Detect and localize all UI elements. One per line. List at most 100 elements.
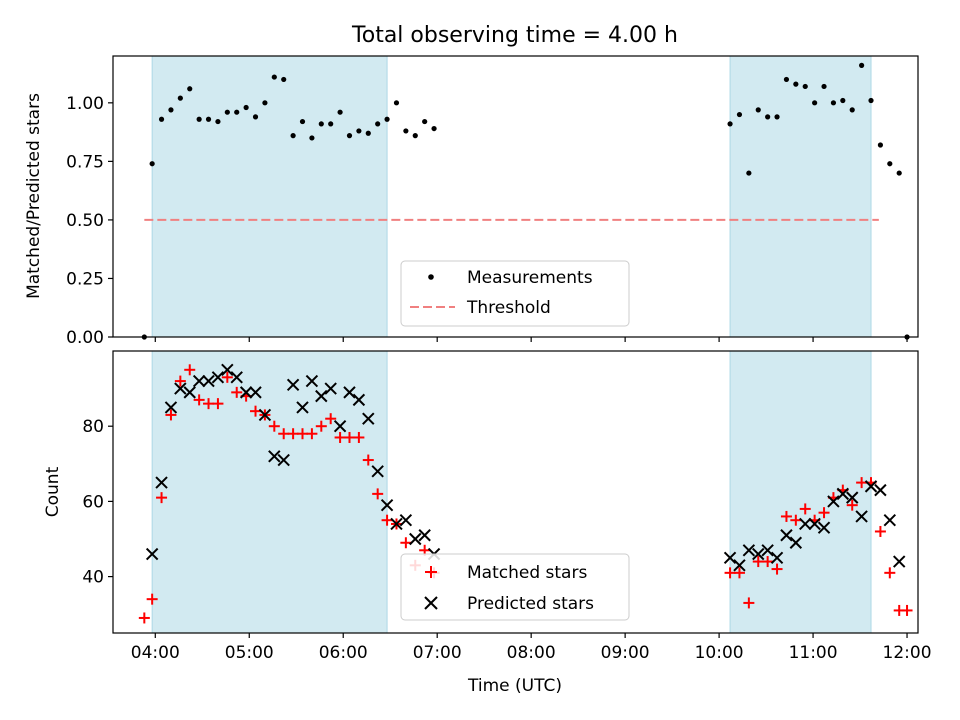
matched-star-point: [268, 420, 280, 432]
measurement-point: [793, 81, 799, 87]
predicted-star-point: [268, 450, 281, 463]
measurement-point: [328, 121, 334, 127]
measurement-point: [896, 170, 902, 176]
shaded-interval: [729, 55, 872, 338]
predicted-star-point: [723, 551, 737, 565]
predicted-star-point: [390, 517, 403, 531]
matched-star-point: [780, 510, 792, 522]
matched-star-point: [733, 567, 745, 579]
predicted-star-point: [164, 401, 178, 414]
matched-star-point: [231, 386, 243, 398]
predicted-star-point: [883, 513, 897, 527]
top-legend-box: [400, 260, 630, 327]
x-stroke: [874, 483, 887, 497]
measurement-point: [887, 161, 893, 167]
matched-star-point: [362, 454, 374, 466]
measurement-point: [375, 121, 381, 127]
legend-threshold-label: Threshold: [466, 298, 551, 318]
x-stroke: [239, 386, 253, 399]
predicted-star-point: [249, 386, 262, 399]
x-stroke: [836, 487, 850, 501]
legend-measurements-label: Measurements: [467, 268, 593, 288]
measurement-point: [187, 86, 193, 92]
x-stroke: [817, 521, 831, 534]
measurement-point: [158, 116, 165, 122]
x-stroke: [202, 374, 215, 388]
x-stroke: [230, 371, 243, 384]
matched-star-point: [306, 428, 318, 440]
predicted-star-point: [742, 544, 756, 557]
measurement-point: [177, 95, 183, 101]
measurement-point: [281, 76, 287, 83]
predicted-star-point: [352, 393, 366, 407]
measurement-point: [877, 142, 884, 148]
x-stroke: [221, 363, 234, 377]
predicted-star-point: [827, 495, 840, 508]
matched-star-point: [381, 514, 393, 526]
x-tick-label: 08:00: [507, 643, 556, 663]
top-shaded-intervals: [151, 55, 872, 338]
matched-star-point: [203, 398, 215, 410]
x-tick-label: 09:00: [601, 643, 650, 663]
matched-star-point: [400, 537, 412, 549]
chart-title: Total observing time = 4.00 h: [351, 23, 678, 48]
matched-star-point: [138, 612, 150, 624]
measurement-point: [765, 114, 771, 120]
x-stroke: [362, 412, 375, 425]
x-stroke: [827, 495, 840, 508]
bottom-legend-box: [400, 553, 630, 621]
y-tick-label: 0.50: [66, 211, 104, 231]
measurement-point: [205, 116, 212, 122]
bottom-x-ticks: 04:00 05:00 06:00 07:00 08:00 09:00 10:00 11:00…: [131, 633, 932, 663]
x-stroke: [409, 532, 422, 546]
x-stroke: [780, 529, 793, 542]
matched-star-point: [343, 431, 355, 443]
matched-star-point: [165, 409, 177, 421]
measurement-point: [309, 135, 315, 141]
x-stroke: [752, 547, 765, 561]
x-stroke: [333, 419, 347, 433]
predicted-star-point: [864, 480, 878, 493]
matched-star-point: [221, 371, 233, 383]
measurement-point: [168, 107, 174, 113]
predicted-star-point: [230, 371, 243, 384]
predicted-star-point: [817, 521, 831, 534]
matched-star-point: [790, 514, 802, 526]
measurement-point: [821, 83, 827, 90]
x-tick-label: 06:00: [319, 643, 368, 663]
x-stroke: [192, 374, 206, 388]
legend-predicted-label: Predicted stars: [467, 594, 594, 614]
x-stroke: [799, 517, 812, 531]
x-stroke: [723, 551, 737, 565]
measurement-point: [755, 107, 761, 113]
matched-star-point: [771, 563, 783, 575]
x-stroke: [864, 480, 878, 493]
measurement-point: [252, 114, 259, 120]
matched-star-point: [372, 488, 384, 500]
predicted-star-point: [418, 529, 431, 542]
x-stroke: [761, 544, 774, 557]
predicted-star-point: [305, 374, 319, 388]
predicted-star-point: [836, 487, 850, 501]
matched-star-point: [184, 364, 196, 376]
x-stroke: [315, 389, 328, 403]
matched-star-point: [174, 375, 186, 387]
matched-star-point: [901, 604, 913, 616]
measurement-point: [746, 170, 752, 176]
predicted-star-point: [202, 374, 215, 388]
top-y-axis-label: Matched/Predicted stars: [24, 93, 44, 299]
measurement-point: [365, 130, 371, 136]
x-stroke: [371, 465, 384, 478]
predicted-star-point: [277, 453, 290, 467]
predicted-star-point: [761, 544, 774, 557]
predicted-star-point: [174, 382, 187, 395]
matched-star-point: [212, 398, 224, 410]
measurement-point: [215, 118, 221, 125]
x-tick-label: 10:00: [695, 643, 744, 663]
y-tick-label: 0.75: [66, 152, 104, 172]
x-stroke: [892, 555, 906, 568]
predicted-star-point: [258, 408, 272, 422]
predicted-star-point: [343, 386, 356, 399]
measurement-point: [412, 133, 418, 139]
measurement-point: [337, 109, 343, 115]
